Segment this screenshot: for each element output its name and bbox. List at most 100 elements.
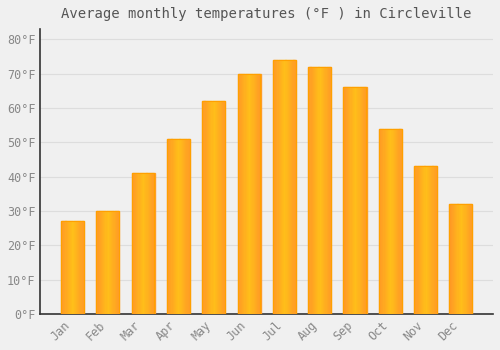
- Bar: [82, 221, 83, 314]
- Bar: [143, 173, 144, 314]
- Bar: [426, 166, 427, 314]
- Bar: [167, 139, 168, 314]
- Bar: [358, 88, 360, 314]
- Bar: [420, 166, 421, 314]
- Bar: [382, 128, 384, 314]
- Bar: [110, 211, 111, 314]
- Bar: [380, 128, 381, 314]
- Bar: [384, 128, 386, 314]
- Bar: [80, 221, 82, 314]
- Bar: [286, 60, 288, 314]
- Bar: [206, 101, 207, 314]
- Bar: [178, 139, 180, 314]
- Bar: [348, 88, 350, 314]
- Bar: [330, 67, 331, 314]
- Bar: [96, 211, 119, 314]
- Bar: [61, 221, 84, 314]
- Bar: [222, 101, 223, 314]
- Bar: [66, 221, 68, 314]
- Bar: [168, 139, 169, 314]
- Bar: [167, 139, 190, 314]
- Bar: [170, 139, 172, 314]
- Bar: [209, 101, 210, 314]
- Bar: [182, 139, 183, 314]
- Bar: [469, 204, 470, 314]
- Bar: [284, 60, 286, 314]
- Bar: [455, 204, 456, 314]
- Bar: [238, 74, 260, 314]
- Bar: [414, 166, 416, 314]
- Bar: [223, 101, 224, 314]
- Bar: [246, 74, 248, 314]
- Bar: [288, 60, 289, 314]
- Bar: [323, 67, 324, 314]
- Bar: [450, 204, 472, 314]
- Bar: [216, 101, 217, 314]
- Bar: [316, 67, 318, 314]
- Bar: [363, 88, 364, 314]
- Bar: [394, 128, 395, 314]
- Bar: [346, 88, 347, 314]
- Bar: [177, 139, 178, 314]
- Bar: [146, 173, 148, 314]
- Bar: [202, 101, 225, 314]
- Bar: [312, 67, 313, 314]
- Bar: [106, 211, 108, 314]
- Bar: [63, 221, 64, 314]
- Bar: [183, 139, 184, 314]
- Bar: [418, 166, 420, 314]
- Bar: [294, 60, 296, 314]
- Bar: [176, 139, 178, 314]
- Bar: [212, 101, 214, 314]
- Bar: [243, 74, 244, 314]
- Bar: [101, 211, 102, 314]
- Bar: [214, 101, 215, 314]
- Bar: [109, 211, 110, 314]
- Bar: [132, 173, 134, 314]
- Bar: [392, 128, 394, 314]
- Bar: [252, 74, 254, 314]
- Bar: [283, 60, 284, 314]
- Bar: [470, 204, 472, 314]
- Bar: [275, 60, 276, 314]
- Bar: [241, 74, 242, 314]
- Bar: [468, 204, 469, 314]
- Bar: [360, 88, 362, 314]
- Bar: [324, 67, 326, 314]
- Bar: [434, 166, 435, 314]
- Bar: [82, 221, 84, 314]
- Bar: [114, 211, 116, 314]
- Bar: [68, 221, 69, 314]
- Bar: [184, 139, 186, 314]
- Title: Average monthly temperatures (°F ) in Circleville: Average monthly temperatures (°F ) in Ci…: [62, 7, 472, 21]
- Bar: [462, 204, 464, 314]
- Bar: [116, 211, 117, 314]
- Bar: [238, 74, 240, 314]
- Bar: [426, 166, 428, 314]
- Bar: [329, 67, 330, 314]
- Bar: [292, 60, 294, 314]
- Bar: [134, 173, 135, 314]
- Bar: [308, 67, 331, 314]
- Bar: [102, 211, 103, 314]
- Bar: [347, 88, 348, 314]
- Bar: [414, 166, 437, 314]
- Bar: [274, 60, 275, 314]
- Bar: [421, 166, 422, 314]
- Bar: [280, 60, 281, 314]
- Bar: [379, 128, 380, 314]
- Bar: [64, 221, 66, 314]
- Bar: [138, 173, 140, 314]
- Bar: [151, 173, 152, 314]
- Bar: [321, 67, 322, 314]
- Bar: [254, 74, 256, 314]
- Bar: [74, 221, 76, 314]
- Bar: [180, 139, 182, 314]
- Bar: [204, 101, 206, 314]
- Bar: [322, 67, 323, 314]
- Bar: [289, 60, 290, 314]
- Bar: [388, 128, 389, 314]
- Bar: [148, 173, 149, 314]
- Bar: [186, 139, 188, 314]
- Bar: [354, 88, 355, 314]
